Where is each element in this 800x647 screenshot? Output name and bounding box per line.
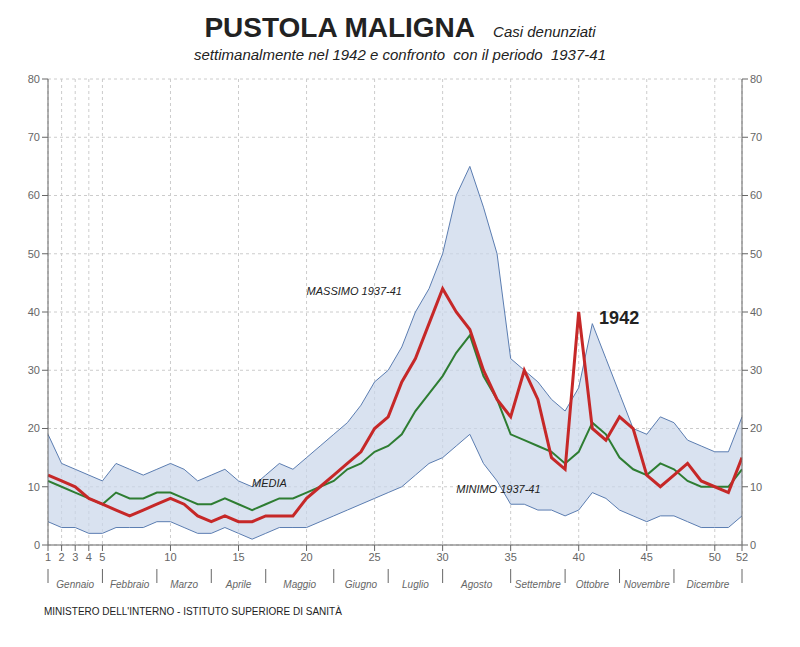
svg-text:1: 1 [45,551,51,563]
svg-text:Maggio: Maggio [283,579,316,590]
svg-text:10: 10 [164,551,176,563]
svg-text:Agosto: Agosto [460,579,493,590]
svg-text:Aprile: Aprile [225,579,252,590]
svg-text:70: 70 [28,131,40,143]
svg-text:10: 10 [28,481,40,493]
svg-text:80: 80 [28,73,40,85]
svg-text:4: 4 [86,551,92,563]
svg-text:20: 20 [300,551,312,563]
svg-text:Gennaio: Gennaio [56,579,94,590]
svg-text:52: 52 [736,551,748,563]
svg-text:25: 25 [368,551,380,563]
svg-text:0: 0 [34,539,40,551]
svg-text:MASSIMO 1937-41: MASSIMO 1937-41 [307,285,402,297]
svg-text:3: 3 [72,551,78,563]
svg-text:35: 35 [505,551,517,563]
svg-text:Ottobre: Ottobre [576,579,610,590]
svg-text:30: 30 [28,364,40,376]
svg-text:40: 40 [28,306,40,318]
svg-text:40: 40 [573,551,585,563]
svg-text:MINIMO 1937-41: MINIMO 1937-41 [456,483,540,495]
svg-text:45: 45 [641,551,653,563]
svg-text:Settembre: Settembre [515,579,562,590]
svg-text:Febbraio: Febbraio [110,579,150,590]
svg-text:10: 10 [750,481,762,493]
svg-text:60: 60 [750,189,762,201]
html-text:Casi denunziati: Casi denunziati [493,23,596,40]
svg-text:80: 80 [750,73,762,85]
svg-text:1942: 1942 [599,308,639,328]
svg-text:Luglio: Luglio [402,579,429,590]
svg-text:50: 50 [709,551,721,563]
svg-text:30: 30 [750,364,762,376]
svg-text:40: 40 [750,306,762,318]
svg-text:70: 70 [750,131,762,143]
svg-text:Marzo: Marzo [170,579,198,590]
svg-text:20: 20 [750,422,762,434]
svg-text:20: 20 [28,422,40,434]
svg-text:Giugno: Giugno [345,579,378,590]
html-text:settimanalmente nel 1942 e con: settimanalmente nel 1942 e confronto con… [194,46,606,63]
svg-text:5: 5 [99,551,105,563]
svg-text:Novembre: Novembre [624,579,671,590]
svg-text:0: 0 [750,539,756,551]
svg-text:50: 50 [750,248,762,260]
svg-text:MEDIA: MEDIA [252,477,287,489]
svg-text:60: 60 [28,189,40,201]
svg-text:Dicembre: Dicembre [687,579,730,590]
svg-text:30: 30 [437,551,449,563]
svg-text:15: 15 [232,551,244,563]
svg-text:2: 2 [59,551,65,563]
svg-text:50: 50 [28,248,40,260]
html-text:PUSTOLA MALIGNA: PUSTOLA MALIGNA [204,12,475,43]
html-text:MINISTERO DELL'INTERNO - ISTIT: MINISTERO DELL'INTERNO - ISTITUTO SUPERI… [44,606,342,617]
